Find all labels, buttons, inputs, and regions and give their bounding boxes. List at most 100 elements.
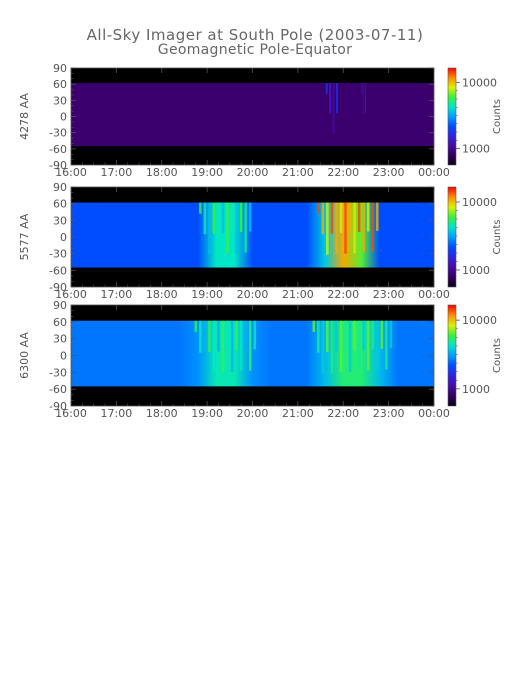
aurora-streak [317,202,320,214]
panel-3: 16:00 17:00 18:00 19:00 20:00 21:00 22:00 23:00… [18,299,503,420]
aurora-streak [362,202,365,253]
aurora-streak [380,320,384,349]
intensity-band [71,320,434,387]
y-tick-label: -60 [49,264,67,277]
aurora-streak [221,202,225,234]
aurora-streak [199,202,202,214]
aurora-streak [203,320,207,374]
y-tick-label: 30 [53,214,67,227]
colorbar-tick-label: 10000 [462,196,497,209]
aurora-streak [389,320,393,349]
aurora-streak [332,83,335,134]
aurora-streak [230,320,234,372]
colorbar-tick-label: 10000 [462,77,497,90]
y-axis-label: 6300 AA [18,332,31,379]
aurora-streak [212,320,216,373]
aurora-streak [226,202,229,254]
y-axis-label: 5577 AA [18,213,31,260]
aurora-streak [208,202,211,255]
x-tick-label: 21:00 [282,407,314,420]
aurora-streak [248,320,252,371]
intensity-band [71,83,434,147]
colorbar [447,67,457,166]
aurora-streak [366,202,370,232]
aurora-streak [366,320,370,371]
x-tick-label: 20:00 [237,288,269,301]
x-tick-label: 23:00 [373,288,405,301]
x-tick-label: 16:00 [55,288,87,301]
x-tick-label: 18:00 [146,288,178,301]
aurora-streak [253,320,257,350]
aurora-streak [235,202,238,254]
aurora-streak [221,320,225,373]
aurora-streak [344,320,347,352]
colorbar-tick-label: 10000 [462,314,497,327]
aurora-streak [217,320,220,352]
aurora-streak [244,320,247,350]
y-tick-label: 30 [53,94,67,107]
aurora-streak [344,202,347,254]
colorbar-label: Counts [492,338,503,373]
aurora-streak [362,83,364,114]
colorbar-tick-label: 1000 [462,143,490,156]
y-tick-label: -90 [49,400,67,413]
aurora-streak [226,320,229,352]
colorbar-tick-label: 1000 [462,383,490,396]
y-tick-label: 90 [53,62,67,75]
x-tick-label: 23:00 [373,407,405,420]
y-tick-label: -60 [49,383,67,396]
x-tick-label: 19:00 [191,166,223,179]
x-tick-label: 00:00 [418,166,450,179]
colorbar [447,186,457,288]
aurora-streak [348,320,352,372]
y-tick-label: -90 [49,281,67,294]
x-tick-label: 23:00 [373,166,405,179]
y-tick-label: -60 [49,143,67,156]
y-tick-label: 0 [60,350,67,363]
x-tick-label: 19:00 [191,407,223,420]
aurora-streak [203,202,207,235]
aurora-streak [335,320,338,352]
x-tick-label: 00:00 [418,407,450,420]
y-tick-label: 60 [53,78,67,91]
x-tick-label: 16:00 [55,407,87,420]
aurora-streak [339,202,343,234]
aurora-streak [321,202,325,235]
aurora-streak [217,202,220,255]
aurora-streak [335,202,338,255]
colorbar [447,304,457,407]
x-tick-label: 16:00 [55,166,87,179]
aurora-streak [230,202,234,233]
aurora-streak [353,320,356,351]
figure-subtitle: Geomagnetic Pole-Equator [157,42,353,58]
x-tick-label: 17:00 [101,288,133,301]
colorbar-tick-label: 1000 [462,264,490,277]
aurora-streak [371,320,374,350]
y-tick-label: 90 [53,299,67,312]
x-tick-label: 00:00 [418,288,450,301]
aurora-streak [317,320,320,353]
y-tick-label: 30 [53,333,67,346]
x-tick-label: 19:00 [191,288,223,301]
aurora-streak [376,320,379,371]
aurora-streak [326,320,329,353]
aurora-streak [371,202,374,252]
y-tick-label: 90 [53,181,67,194]
aurora-streak [235,320,238,351]
figure-title: All-Sky Imager at South Pole (2003-07-11… [86,26,424,44]
panel-2: 16:00 17:00 18:00 19:00 20:00 21:00 22:00 23:00… [18,181,503,301]
x-tick-label: 22:00 [327,166,359,179]
aurora-streak [239,320,243,372]
y-tick-label: -30 [49,366,67,379]
aurora-streak [348,202,352,233]
y-tick-label: 60 [53,316,67,329]
aurora-streak [326,202,329,255]
aurora-streak [330,202,334,234]
aurora-streak [329,83,332,114]
aurora-streak [385,320,388,370]
aurora-streak [312,320,316,332]
aurora-streak [244,202,247,253]
aurora-streak [362,320,365,350]
aurora-streak [361,83,363,94]
x-tick-label: 20:00 [237,407,269,420]
